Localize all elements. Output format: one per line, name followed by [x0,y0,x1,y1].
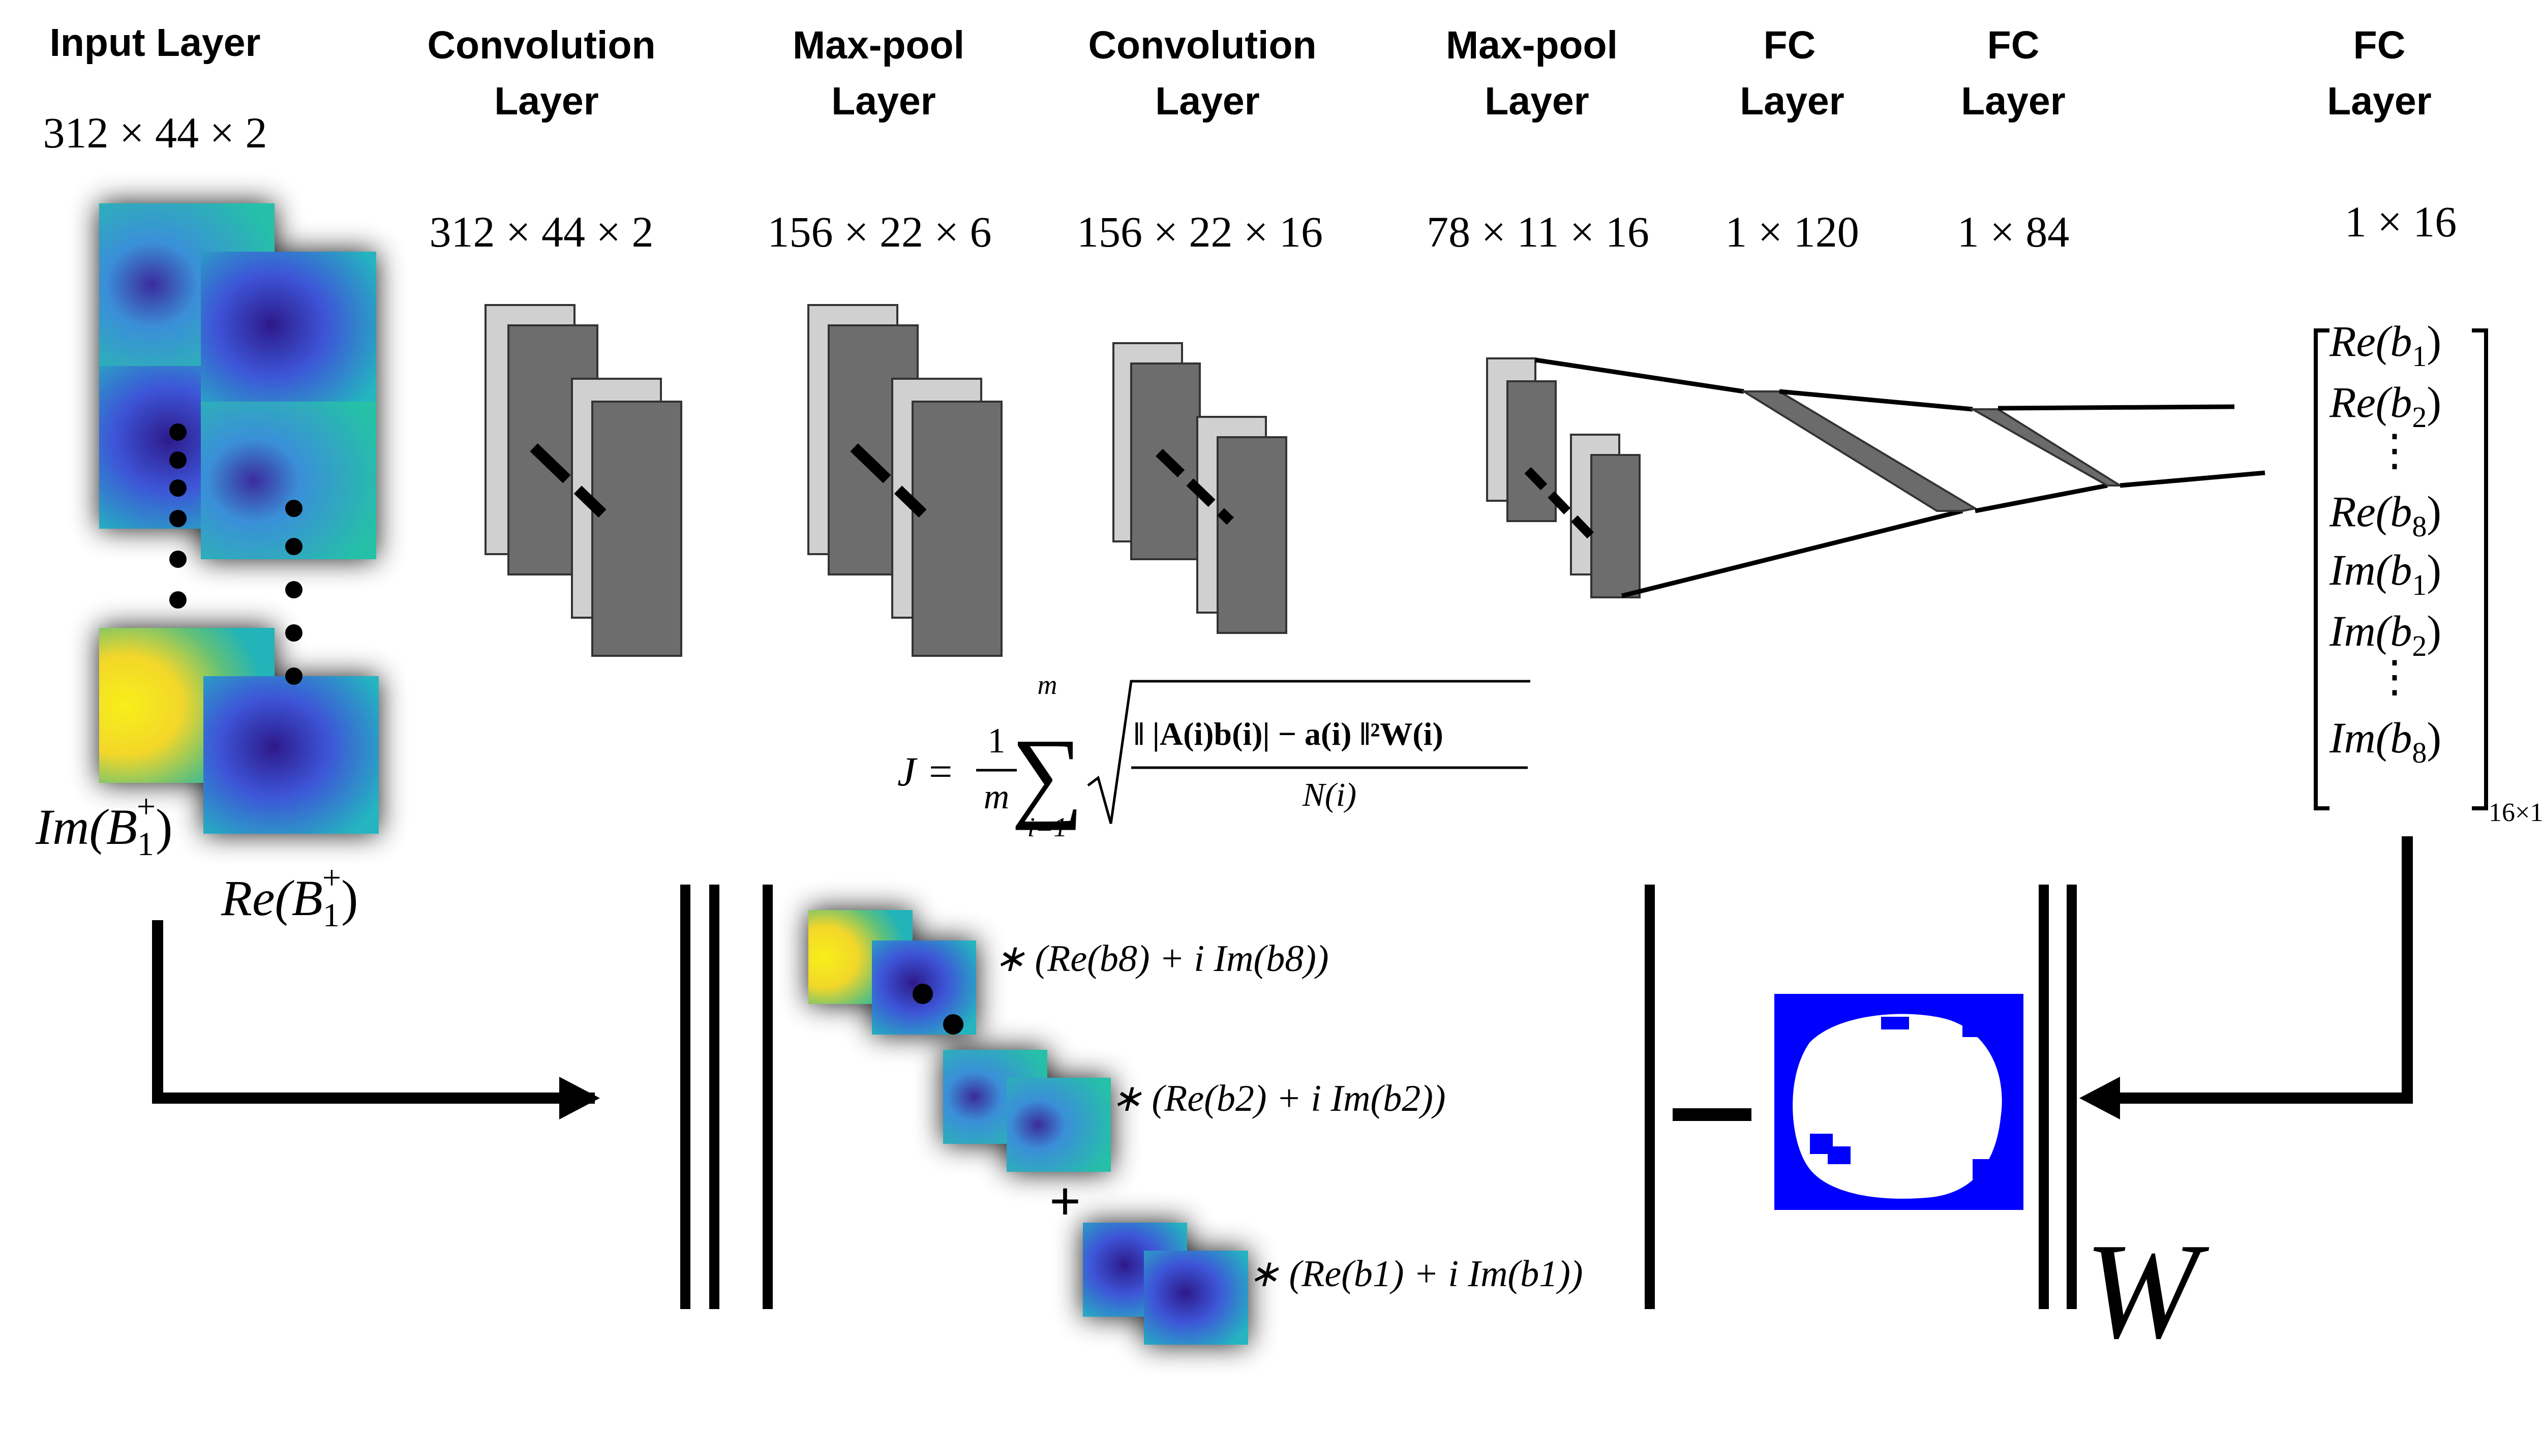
loss-lhs: J = [897,748,954,795]
output-arrow-head [2079,1077,2120,1119]
output-vdots-1: ⋮ [2373,426,2416,475]
fc1-title: FC Layer [1740,23,1844,123]
minus-sign [1673,1108,1751,1121]
fc1-dimension: 1 × 120 [1725,207,1859,256]
combo-map-b2-real [1007,1078,1111,1172]
output-entry-re-b8: Re(b8) [2329,487,2441,543]
output-vector-size: 16×1 [2489,798,2542,827]
loss-frac-num: 1 [988,721,1006,761]
input-map-real-1 [201,252,376,414]
imag-b1-label: Im(B1+) [35,788,172,863]
svg-text:Layer: Layer [831,79,935,123]
svg-text:Layer: Layer [1485,79,1589,123]
loss-function: J = 1 m m ∑ i=1 ‖ |A(i)b(i)| − a(i) ‖²W(… [897,670,1530,842]
loss-frac-den: m [984,777,1010,816]
output-vector-left-bracket [2314,328,2329,810]
sigma-symbol: ∑ [1011,718,1084,831]
output-to-loss-arrow [2115,836,2413,1104]
input-to-combination-arrow [152,920,595,1104]
svg-text:FC: FC [1987,23,2040,67]
conv2-dimension: 156 × 22 × 16 [1077,207,1323,256]
conv1-feature-maps [485,304,682,657]
loss-sum-top: m [1038,670,1057,700]
pool2-dimension: 78 × 11 × 16 [1427,207,1649,256]
combo-term-b2: ∗ (Re(b2) + i Im(b2)) [1111,1078,1445,1119]
svg-text:FC: FC [1764,23,1816,67]
fc-layers [1535,357,2265,598]
input-map-real-2 [201,402,376,559]
weighted-norm-left-bars [680,885,773,1309]
weight-matrix-symbol: W [2084,1215,2211,1367]
combination-ellipsis-dots [913,984,963,1035]
plus-sign: + [1049,1170,1081,1232]
pool1-dimension: 156 × 22 × 6 [767,207,991,256]
loss-denominator: N(i) [1302,776,1356,813]
pool1-title: Max-pool Layer [793,23,964,123]
conv1-title: Convolution Layer [427,23,655,123]
input-ellipsis-dots-left [169,423,187,609]
svg-text:Max-pool: Max-pool [1446,23,1618,67]
loss-sum-bottom: i=1 [1027,812,1067,842]
fc3-title: FC Layer [2327,23,2431,123]
conv1-dimension: 312 × 44 × 2 [429,207,653,256]
combo-term-b8: ∗ (Re(b8) + i Im(b8)) [994,938,1328,980]
fc3-dimension: 1 × 16 [2345,197,2457,246]
output-entry-im-b1: Im(b1) [2329,545,2441,601]
weighted-combination: ∗ (Re(b8) + i Im(b8)) ∗ (Re(b2) + i Im(b… [808,910,1583,1345]
real-b1-label: Re(B1+) [221,859,358,934]
svg-text:Convolution: Convolution [1088,23,1316,67]
fc2-title: FC Layer [1961,23,2065,123]
conv2-feature-maps [1112,342,1287,634]
input-field-maps [99,203,379,834]
output-entry-re-b1: Re(b1) [2329,317,2441,373]
svg-text:Layer: Layer [1740,79,1844,123]
conv2-title: Convolution Layer [1088,23,1316,123]
input-map-real-last [203,676,379,834]
svg-text:Layer: Layer [2327,79,2431,123]
output-vector: Re(b1) Re(b2) ⋮ Re(b8) Im(b1) Im(b2) ⋮ I… [2314,317,2542,827]
fc2-dimension: 1 × 84 [1957,207,2070,256]
pool2-feature-maps [1486,357,1641,598]
svg-text:Layer: Layer [494,79,598,123]
input-dimension: 312 × 44 × 2 [43,108,267,157]
svg-text:FC: FC [2353,23,2406,67]
input-layer-title: Input Layer [49,21,260,65]
weighted-norm-right-bars [2039,885,2077,1309]
combo-map-b1-real [1144,1251,1248,1345]
svg-text:Convolution: Convolution [427,23,655,67]
combo-term-b1: ∗ (Re(b1) + i Im(b1)) [1248,1253,1583,1295]
output-entry-im-b2: Im(b2) [2329,606,2441,662]
svg-text:Layer: Layer [1155,79,1259,123]
input-ellipsis-dots-right [285,500,302,685]
svg-text:Layer: Layer [1961,79,2065,123]
input-arrow-head [559,1077,600,1119]
output-entry-re-b2: Re(b2) [2329,378,2441,434]
fc1-plane [1740,390,1978,512]
svg-text:Max-pool: Max-pool [793,23,964,67]
sqrt-sign [1087,680,1530,824]
loss-numerator: ‖ |A(i)b(i)| − a(i) ‖²W(i) [1134,716,1443,752]
pool1-feature-maps [807,304,1003,657]
pool2-title: Max-pool Layer [1446,23,1618,123]
output-entry-im-b8: Im(b8) [2329,713,2441,769]
output-vector-right-bracket [2472,328,2488,810]
output-vdots-2: ⋮ [2373,652,2416,701]
target-mask [1774,994,2023,1210]
fc2-plane [1969,408,2124,487]
